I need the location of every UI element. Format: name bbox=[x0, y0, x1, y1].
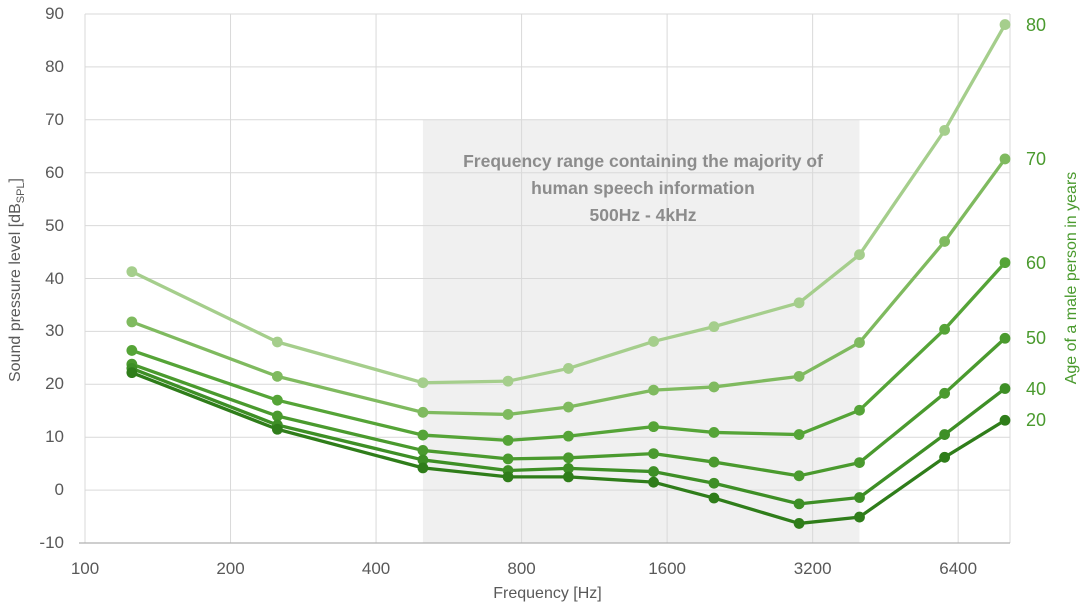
data-point-age-20 bbox=[271, 423, 283, 435]
data-point-age-80 bbox=[648, 336, 659, 347]
y-tick-50: 50 bbox=[45, 215, 64, 235]
x-tick-800: 800 bbox=[507, 559, 536, 578]
data-point-age-70 bbox=[563, 401, 574, 413]
data-point-age-20 bbox=[126, 367, 138, 379]
data-point-age-50 bbox=[563, 452, 574, 464]
data-point-age-80 bbox=[417, 377, 429, 389]
age-label-70: 70 bbox=[1026, 148, 1047, 169]
data-point-age-60 bbox=[271, 394, 283, 406]
speech-range-annotation: Frequency range containing the majority … bbox=[425, 148, 861, 229]
data-point-age-40 bbox=[563, 463, 574, 474]
y-tick-90: 90 bbox=[45, 4, 64, 23]
y-tick-20: 20 bbox=[45, 374, 64, 394]
data-point-age-70 bbox=[271, 370, 283, 382]
data-point-age-70 bbox=[417, 406, 429, 418]
data-point-age-50 bbox=[999, 332, 1011, 344]
y-tick-0: 0 bbox=[54, 480, 64, 500]
data-point-age-50 bbox=[502, 453, 514, 465]
data-point-age-60 bbox=[793, 429, 805, 440]
data-point-age-70 bbox=[939, 236, 951, 247]
age-label-50: 50 bbox=[1026, 328, 1047, 349]
data-point-age-80 bbox=[502, 375, 514, 387]
annotation-line-2: human speech information bbox=[531, 178, 755, 198]
data-point-age-60 bbox=[648, 421, 659, 433]
data-point-age-70 bbox=[648, 384, 659, 396]
data-point-age-40 bbox=[648, 466, 659, 477]
data-point-age-20 bbox=[793, 518, 805, 529]
data-point-age-40 bbox=[999, 383, 1011, 394]
x-tick-200: 200 bbox=[216, 559, 245, 578]
data-point-age-40 bbox=[939, 429, 951, 440]
data-point-age-50 bbox=[793, 470, 805, 482]
data-point-age-60 bbox=[999, 257, 1011, 269]
annotation-line-3: 500Hz - 4kHz bbox=[589, 205, 697, 225]
data-point-age-80 bbox=[126, 266, 138, 278]
data-point-age-20 bbox=[417, 462, 429, 474]
data-point-age-50 bbox=[939, 387, 951, 399]
data-point-age-70 bbox=[708, 381, 720, 393]
data-point-age-60 bbox=[708, 427, 720, 438]
x-tick-400: 400 bbox=[361, 559, 391, 578]
data-point-age-20 bbox=[939, 451, 951, 463]
data-point-age-20 bbox=[563, 471, 574, 483]
data-point-age-20 bbox=[708, 492, 720, 504]
data-point-age-50 bbox=[708, 456, 720, 468]
data-point-age-40 bbox=[417, 454, 429, 466]
data-point-age-50 bbox=[417, 445, 429, 456]
data-point-age-60 bbox=[417, 429, 429, 441]
age-label-60: 60 bbox=[1026, 252, 1047, 273]
y-tick--10: -10 bbox=[39, 533, 64, 552]
data-point-age-80 bbox=[563, 363, 574, 374]
data-point-age-80 bbox=[793, 297, 805, 309]
data-point-age-20 bbox=[648, 476, 659, 488]
data-point-age-40 bbox=[793, 498, 805, 510]
data-point-age-80 bbox=[854, 249, 865, 261]
data-point-age-20 bbox=[999, 414, 1011, 426]
data-point-age-70 bbox=[999, 153, 1011, 165]
y-tick-30: 30 bbox=[45, 321, 64, 341]
x-axis-title: Frequency [Hz] bbox=[493, 585, 602, 602]
data-point-age-60 bbox=[126, 345, 138, 356]
y-tick-70: 70 bbox=[45, 109, 64, 129]
data-point-age-70 bbox=[793, 370, 805, 382]
age-label-40: 40 bbox=[1026, 378, 1047, 399]
age-label-80: 80 bbox=[1026, 14, 1047, 35]
data-point-age-50 bbox=[271, 410, 283, 422]
x-tick-6400: 6400 bbox=[939, 559, 978, 578]
right-axis-title: Age of a male person in years bbox=[1063, 171, 1080, 385]
data-point-age-50 bbox=[648, 448, 659, 459]
x-tick-100: 100 bbox=[70, 559, 100, 578]
data-point-age-40 bbox=[708, 477, 720, 489]
x-tick-3200: 3200 bbox=[793, 559, 832, 578]
data-point-age-20 bbox=[854, 511, 865, 523]
y-tick-40: 40 bbox=[45, 268, 64, 288]
age-label-20: 20 bbox=[1026, 410, 1047, 431]
data-point-age-80 bbox=[708, 321, 720, 333]
x-tick-1600: 1600 bbox=[648, 559, 687, 578]
data-point-age-80 bbox=[271, 336, 283, 348]
annotation-line-1: Frequency range containing the majority … bbox=[463, 151, 823, 171]
data-point-age-80 bbox=[939, 124, 951, 136]
data-point-age-60 bbox=[854, 404, 865, 416]
data-point-age-60 bbox=[563, 430, 574, 442]
data-point-age-20 bbox=[502, 471, 514, 483]
y-tick-80: 80 bbox=[45, 56, 64, 76]
data-point-age-40 bbox=[854, 492, 865, 503]
y-tick-10: 10 bbox=[45, 427, 64, 447]
data-point-age-80 bbox=[999, 19, 1011, 30]
data-point-age-60 bbox=[939, 323, 951, 335]
data-point-age-60 bbox=[502, 434, 514, 446]
y-tick-60: 60 bbox=[45, 162, 64, 182]
data-point-age-50 bbox=[854, 457, 865, 468]
data-point-age-70 bbox=[854, 337, 865, 348]
data-point-age-70 bbox=[502, 409, 514, 420]
data-point-age-70 bbox=[126, 316, 138, 328]
